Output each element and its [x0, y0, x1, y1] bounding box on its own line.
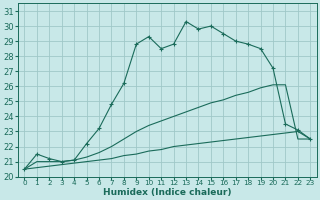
X-axis label: Humidex (Indice chaleur): Humidex (Indice chaleur): [103, 188, 232, 197]
